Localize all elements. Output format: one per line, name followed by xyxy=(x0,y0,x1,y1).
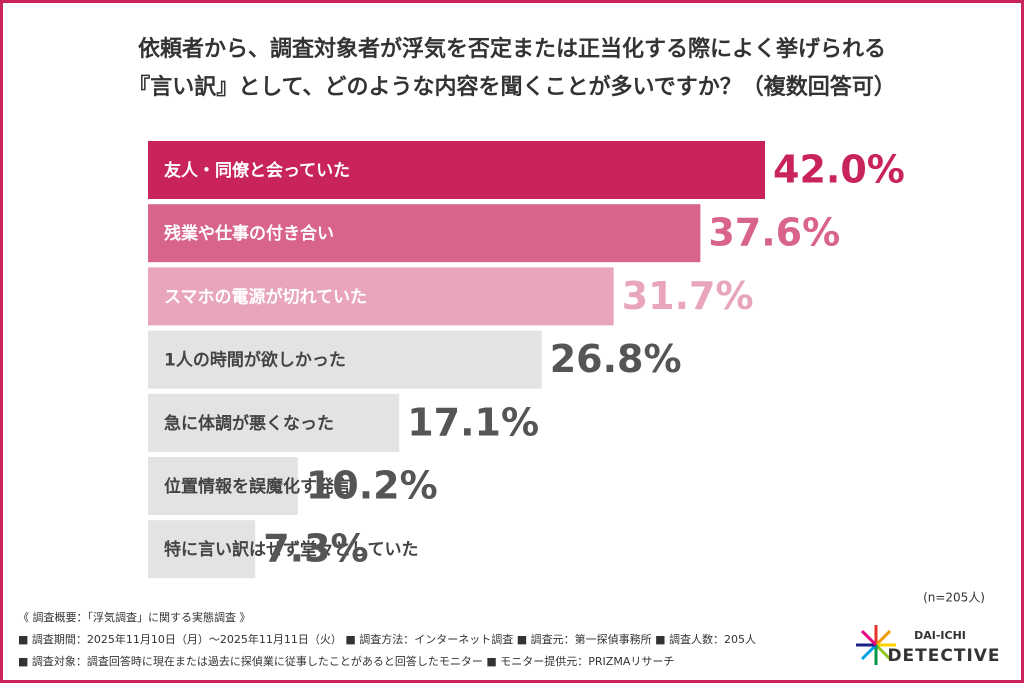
category-label: 友人・同僚と会っていた xyxy=(164,160,350,181)
category-label: 1人の時間が欲しかった xyxy=(164,350,346,371)
value-label: 26.8% xyxy=(550,337,682,381)
logo-text: DAI-ICHI xyxy=(914,629,966,642)
bar xyxy=(148,204,701,263)
bar xyxy=(148,520,256,579)
value-label: 37.6% xyxy=(708,211,840,255)
sample-size: (n=205人) xyxy=(923,591,985,605)
category-label: 急に体調が悪くなった xyxy=(164,413,334,434)
bar xyxy=(148,141,765,199)
value-label: 17.1% xyxy=(407,400,539,444)
chart-title: 『言い訳』として、どのような内容を聞くことが多いですか？（複数回答可） xyxy=(128,74,896,100)
value-label: 42.0% xyxy=(773,148,905,192)
logo-text: DETECTIVE xyxy=(887,646,1000,666)
bar xyxy=(148,457,298,515)
bar xyxy=(148,393,400,452)
category-label: 残業や仕事の付き合い xyxy=(164,223,334,244)
bar xyxy=(148,267,614,326)
category-label: 特に言い訳はせず堂々としていた xyxy=(164,539,419,560)
note: 《 調査概要：「浮気調査」に関する実態調査 》 xyxy=(18,610,251,624)
value-label: 31.7% xyxy=(622,274,754,318)
category-label: 位置情報を誤魔化す発言 xyxy=(164,476,351,497)
value-label: 7.3% xyxy=(263,527,368,571)
chart-title: 依頼者から、調査対象者が浮気を否定または正当化する際によく挙げられる xyxy=(138,36,886,62)
value-label: 10.2% xyxy=(306,464,438,508)
note: ■ 調査期間：2025年11月10日（月）～2025年11月11日（火） ■ 調… xyxy=(18,632,756,646)
bar xyxy=(148,330,542,389)
note: ■ 調査対象：調査回答時に現在または過去に探偵業に従事したことがあると回答したモ… xyxy=(18,654,674,668)
category-label: スマホの電源が切れていた xyxy=(164,286,367,307)
logo-mark xyxy=(856,625,896,665)
